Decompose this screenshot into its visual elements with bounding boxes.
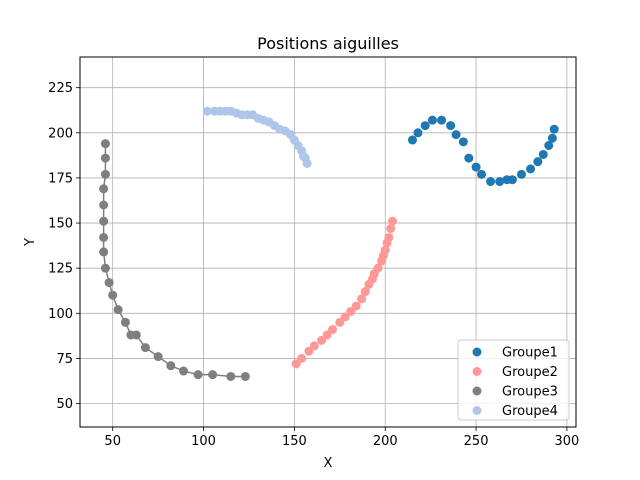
data-point [427,115,437,125]
data-point [100,263,110,273]
chart-title: Positions aiguilles [257,34,399,53]
x-tick-label: 250 [464,434,489,449]
y-tick-label: 225 [48,81,73,96]
legend-label: Groupe1 [502,346,558,361]
data-point [547,133,557,143]
legend-marker [472,406,482,415]
data-point [516,169,526,179]
x-tick-label: 200 [373,434,398,449]
data-point [108,290,118,300]
data-point [549,124,559,134]
data-point [507,175,517,185]
y-tick-label: 75 [56,352,73,367]
data-point [153,352,163,362]
data-point [477,169,487,179]
y-axis-label: Y [23,238,38,247]
data-point [384,232,394,242]
series-groupe2 [291,216,397,369]
data-point [113,305,123,315]
data-point [99,184,109,194]
data-point [340,312,350,322]
data-point [346,306,356,316]
data-point [360,287,370,297]
data-point [99,200,109,210]
data-point [351,301,361,311]
data-point [413,128,423,138]
data-point [99,216,109,226]
data-point [208,370,218,380]
y-tick-label: 200 [48,126,73,141]
data-point [407,135,417,145]
data-point [420,121,430,131]
y-tick-label: 50 [56,397,73,412]
y-tick-label: 150 [48,217,73,232]
data-point [533,157,543,167]
data-point [99,232,109,242]
data-point [226,371,236,381]
x-tick-label: 150 [282,434,307,449]
data-point [120,317,130,327]
legend-label: Groupe2 [502,365,558,380]
data-point [458,137,468,147]
data-point [140,343,150,353]
data-point [526,164,536,174]
series-groupe1 [407,115,559,187]
x-axis-label: X [324,456,333,471]
data-point [99,247,109,257]
data-point [240,371,250,381]
data-point [446,121,456,131]
data-point [437,115,447,125]
legend-label: Groupe3 [502,385,558,400]
series-groupe3 [99,139,250,381]
data-point [304,346,314,356]
y-tick-label: 100 [48,307,73,322]
data-point [100,139,110,149]
legend-marker [472,347,482,357]
data-point [104,278,114,288]
data-point [297,353,307,363]
data-point [471,162,481,172]
data-point [291,359,301,369]
data-point [387,216,397,226]
data-point [373,263,383,273]
data-point [166,361,176,371]
data-point [386,223,396,233]
y-tick-label: 125 [48,262,73,277]
data-point [193,370,203,380]
data-point [380,245,390,255]
x-tick-label: 300 [555,434,580,449]
data-point [451,130,461,140]
series-groupe4 [202,106,312,168]
x-tick-label: 50 [104,434,121,449]
data-point [335,317,345,327]
y-tick-label: 175 [48,171,73,186]
data-point [486,177,496,187]
plot-frame [79,56,577,428]
data-point [202,106,212,116]
legend-marker [472,386,482,396]
data-point [464,153,474,163]
legend-box [457,339,570,421]
legend-marker [472,367,482,376]
data-point [322,330,332,340]
data-point [309,341,319,351]
data-point [100,169,110,179]
data-point [544,140,554,150]
data-point [131,330,141,340]
data-point [538,149,548,159]
legend: Groupe1 Groupe2 Groupe3 Groupe4 [457,339,570,421]
data-point [302,158,312,168]
data-point [495,177,505,187]
data-point [357,294,367,304]
data-point [317,335,327,345]
data-point [100,153,110,163]
legend-label: Groupe4 [502,404,558,419]
data-point [179,366,189,376]
data-point [328,325,338,335]
axis-ticks: 50 100 150 200 250 300 50 75 100 125 150 175 200 225 [48,81,579,449]
series-layer [99,106,559,381]
x-tick-label: 100 [191,434,216,449]
